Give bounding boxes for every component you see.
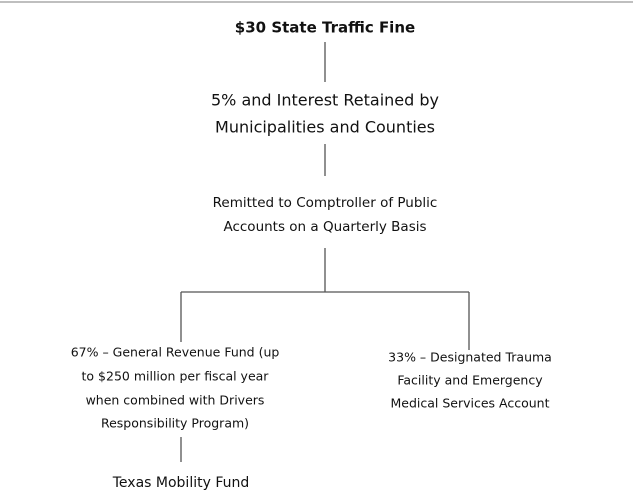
node-text: Remitted to Comptroller of Public (213, 195, 438, 211)
node-text: Responsibility Program) (101, 416, 249, 431)
node-text: 33% – Designated Trauma (388, 350, 552, 365)
node-text: 67% – General Revenue Fund (up (71, 345, 280, 360)
node-text: Accounts on a Quarterly Basis (223, 219, 426, 235)
node-text: $30 State Traffic Fine (235, 19, 415, 37)
node-text: Texas Mobility Fund (112, 475, 250, 491)
node-text: Medical Services Account (390, 396, 549, 411)
node-text: when combined with Drivers (86, 393, 265, 408)
node-text: to $250 million per fiscal year (82, 369, 270, 384)
node-text: Municipalities and Counties (215, 118, 435, 137)
node-text: Facility and Emergency (397, 373, 543, 388)
node-text: 5% and Interest Retained by (211, 91, 439, 110)
